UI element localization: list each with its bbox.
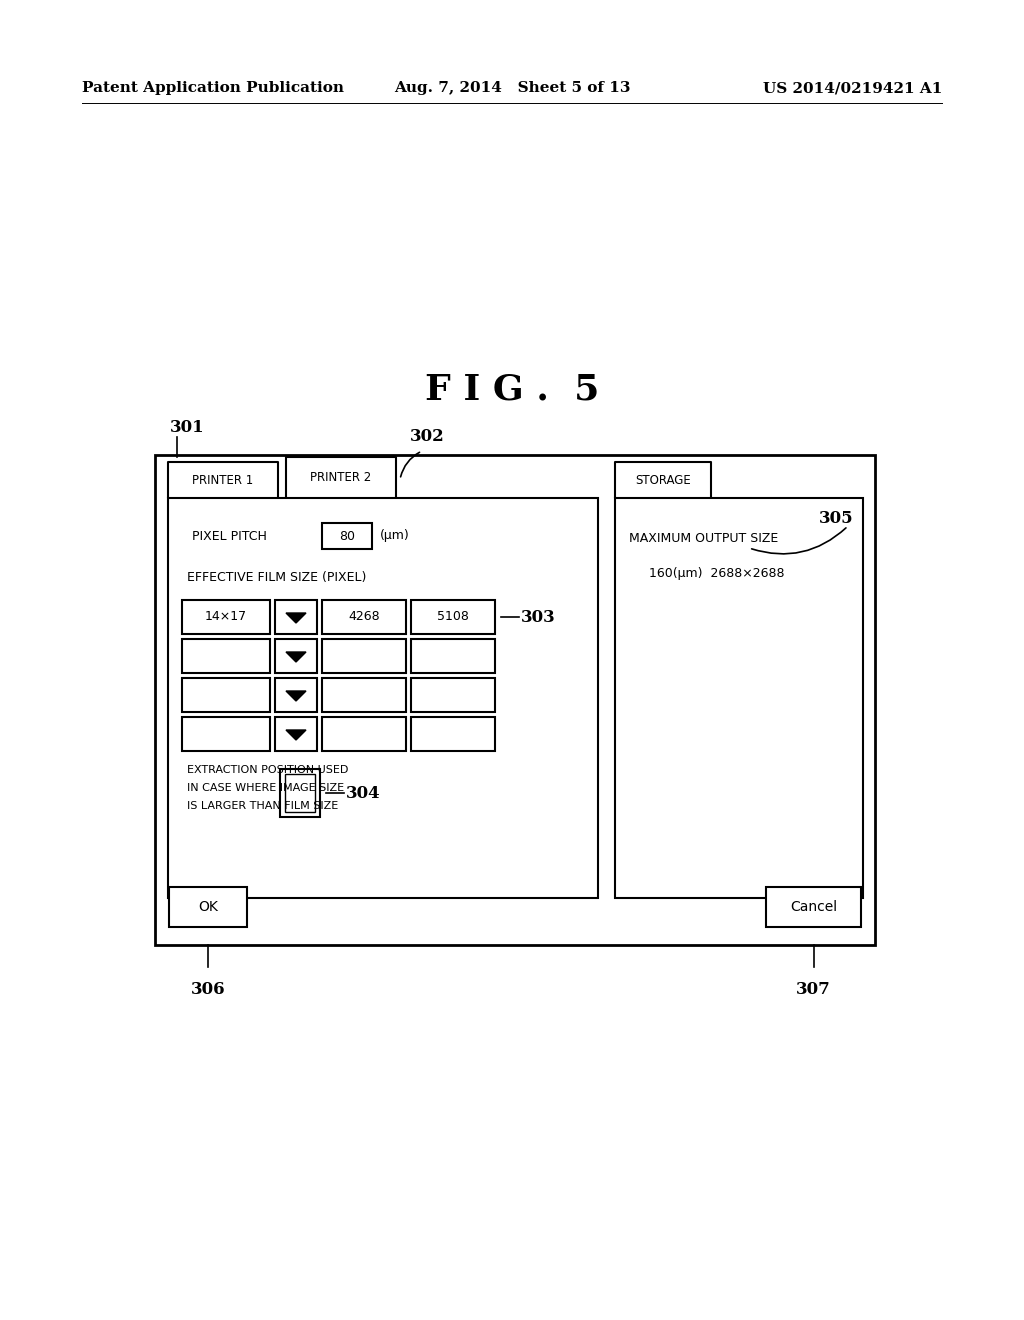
Bar — [411, 601, 495, 634]
Text: 5108: 5108 — [437, 610, 469, 623]
Text: EFFECTIVE FILM SIZE (PIXEL): EFFECTIVE FILM SIZE (PIXEL) — [187, 572, 367, 585]
Text: 301: 301 — [170, 418, 205, 436]
Bar — [411, 678, 495, 711]
Bar — [275, 678, 317, 711]
Bar — [155, 455, 874, 945]
Text: EXTRACTION POSITION USED: EXTRACTION POSITION USED — [187, 766, 348, 775]
Bar — [322, 639, 406, 673]
Polygon shape — [286, 730, 306, 741]
Bar — [182, 678, 270, 711]
Text: Patent Application Publication: Patent Application Publication — [82, 81, 344, 95]
Text: 303: 303 — [521, 609, 556, 626]
Bar — [275, 601, 317, 634]
Bar — [275, 717, 317, 751]
Text: 160(μm)  2688×2688: 160(μm) 2688×2688 — [649, 568, 784, 581]
Text: 4268: 4268 — [348, 610, 380, 623]
Bar — [322, 523, 372, 549]
Text: 14×17: 14×17 — [205, 610, 247, 623]
Bar — [411, 639, 495, 673]
Polygon shape — [286, 652, 306, 663]
Text: (μm): (μm) — [380, 529, 410, 543]
Text: 304: 304 — [346, 784, 381, 801]
Text: MAXIMUM OUTPUT SIZE: MAXIMUM OUTPUT SIZE — [629, 532, 778, 544]
Text: 307: 307 — [796, 981, 830, 998]
Text: 302: 302 — [410, 428, 444, 445]
Text: US 2014/0219421 A1: US 2014/0219421 A1 — [763, 81, 942, 95]
Polygon shape — [286, 690, 306, 701]
Bar — [280, 770, 319, 817]
Text: PIXEL PITCH: PIXEL PITCH — [193, 529, 267, 543]
Bar — [766, 887, 861, 927]
Text: PRINTER 2: PRINTER 2 — [310, 471, 372, 484]
Polygon shape — [286, 612, 306, 623]
Bar — [322, 717, 406, 751]
Bar — [182, 601, 270, 634]
Text: Cancel: Cancel — [790, 900, 837, 913]
Bar — [275, 639, 317, 673]
Bar — [322, 678, 406, 711]
Text: STORAGE: STORAGE — [635, 474, 691, 487]
Bar — [322, 601, 406, 634]
Text: F I G .  5: F I G . 5 — [425, 374, 599, 407]
Text: 80: 80 — [339, 529, 355, 543]
Text: 305: 305 — [818, 510, 853, 527]
Text: IN CASE WHERE IMAGE SIZE: IN CASE WHERE IMAGE SIZE — [187, 783, 344, 793]
Bar — [182, 717, 270, 751]
Text: Aug. 7, 2014   Sheet 5 of 13: Aug. 7, 2014 Sheet 5 of 13 — [394, 81, 630, 95]
Text: 306: 306 — [190, 981, 225, 998]
Bar — [285, 774, 315, 812]
Bar — [411, 717, 495, 751]
Text: IS LARGER THAN FILM SIZE: IS LARGER THAN FILM SIZE — [187, 801, 338, 810]
Text: PRINTER 1: PRINTER 1 — [193, 474, 254, 487]
Bar — [169, 887, 247, 927]
Text: OK: OK — [198, 900, 218, 913]
Bar — [615, 498, 863, 898]
Bar — [168, 498, 598, 898]
Bar — [182, 639, 270, 673]
